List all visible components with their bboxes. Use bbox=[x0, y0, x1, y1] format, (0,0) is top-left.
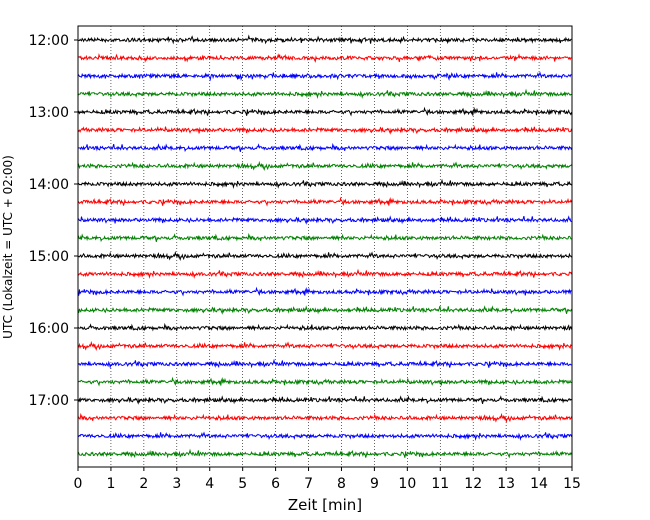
x-tick-label: 15 bbox=[563, 476, 581, 492]
trace-line bbox=[77, 88, 572, 99]
y-tick-label: 16:00 bbox=[29, 321, 69, 337]
trace-line bbox=[77, 322, 572, 332]
y-tick-label: 15:00 bbox=[29, 249, 69, 265]
trace-line bbox=[77, 196, 572, 207]
trace-line bbox=[77, 178, 572, 189]
trace-line bbox=[77, 448, 572, 459]
x-tick-label: 3 bbox=[172, 476, 181, 492]
trace-line bbox=[77, 395, 572, 405]
x-axis-label: Zeit [min] bbox=[288, 496, 362, 514]
x-tick-label: 9 bbox=[370, 476, 379, 492]
x-tick-label: 10 bbox=[398, 476, 416, 492]
trace-line bbox=[77, 160, 572, 172]
y-tick-label: 17:00 bbox=[29, 393, 69, 409]
x-tick-label: 12 bbox=[464, 476, 482, 492]
x-tick-label: 0 bbox=[74, 476, 83, 492]
plot-frame bbox=[77, 25, 573, 468]
trace-line bbox=[77, 34, 572, 45]
trace-line bbox=[77, 215, 572, 225]
trace-line bbox=[77, 340, 572, 352]
x-tick-label: 1 bbox=[106, 476, 115, 492]
plot-background bbox=[78, 26, 572, 467]
trace-line bbox=[77, 412, 572, 424]
x-tick-label: 11 bbox=[431, 476, 449, 492]
x-tick-label: 6 bbox=[271, 476, 280, 492]
y-tick-label: 13:00 bbox=[29, 105, 69, 121]
y-tick-label: 12:00 bbox=[29, 33, 69, 49]
y-axis-label: UTC (Lokalzeit = UTC + 02:00) bbox=[1, 155, 15, 339]
y-tick-label: 14:00 bbox=[29, 177, 69, 193]
trace-line bbox=[77, 142, 572, 153]
trace-line bbox=[77, 52, 572, 63]
trace-line bbox=[77, 232, 572, 243]
trace-line bbox=[77, 286, 572, 297]
x-axis-ticks: 0 1 2 3 4 5 6 7 8 9 10 11 12 13 14 15 bbox=[74, 467, 581, 492]
trace-line bbox=[77, 125, 572, 135]
x-tick-label: 8 bbox=[337, 476, 346, 492]
trace-line bbox=[77, 268, 572, 279]
trace-line bbox=[77, 358, 572, 369]
trace-group bbox=[77, 34, 572, 459]
trace-line bbox=[77, 376, 572, 387]
trace-line bbox=[77, 71, 572, 82]
x-tick-label: 7 bbox=[304, 476, 313, 492]
y-axis-ticks: 12:00 13:00 14:00 15:00 16:00 17:00 bbox=[29, 33, 78, 409]
x-tick-label: 4 bbox=[205, 476, 214, 492]
x-tick-label: 5 bbox=[238, 476, 247, 492]
x-tick-label: 2 bbox=[139, 476, 148, 492]
trace-line bbox=[77, 431, 572, 441]
x-tick-label: 13 bbox=[497, 476, 515, 492]
trace-line bbox=[77, 305, 572, 315]
x-tick-label: 14 bbox=[530, 476, 548, 492]
trace-line bbox=[77, 250, 572, 262]
trace-line bbox=[77, 106, 572, 117]
